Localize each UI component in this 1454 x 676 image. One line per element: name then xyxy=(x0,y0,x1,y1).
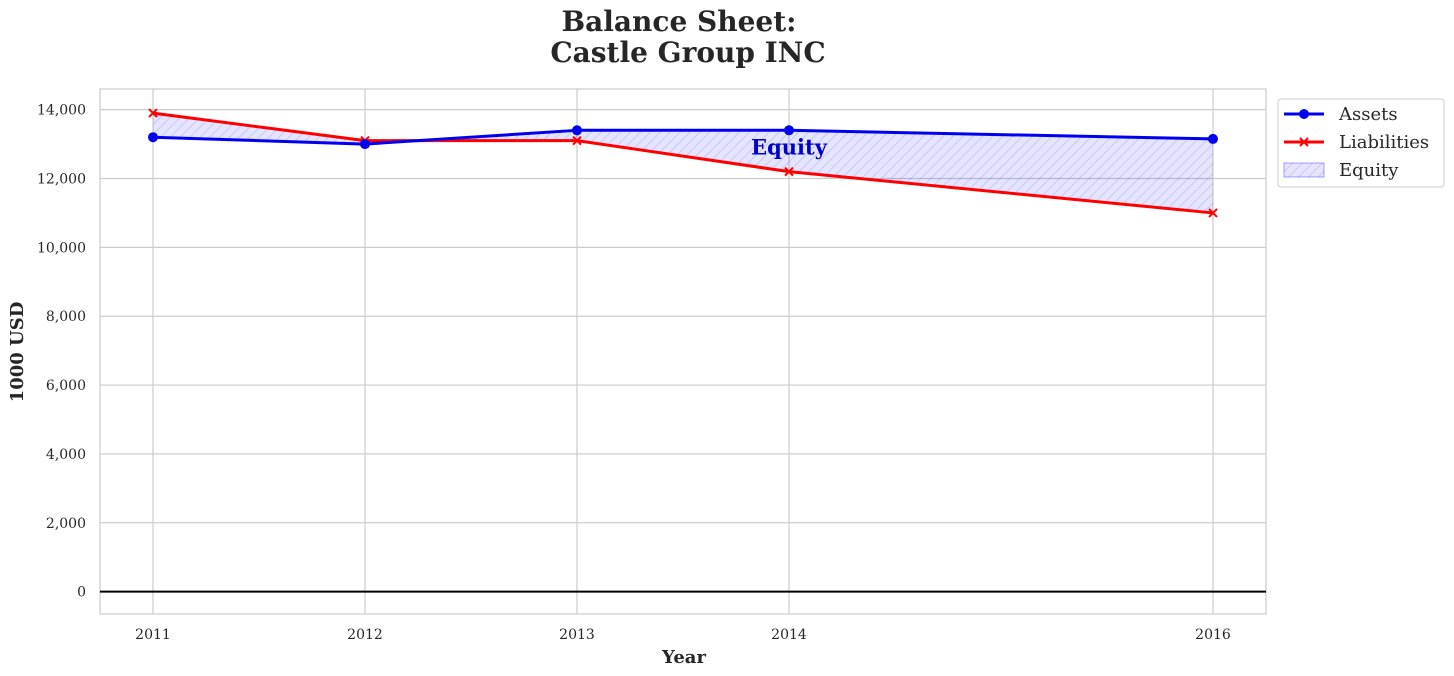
legend-entry-equity: Equity xyxy=(1283,160,1399,181)
y-tick-label: 8,000 xyxy=(46,309,86,325)
liabilities-point xyxy=(572,135,582,146)
plot-area: Equity xyxy=(99,88,1267,615)
series-layer xyxy=(148,108,1218,218)
x-tick-label: 2013 xyxy=(559,627,595,643)
legend-equity-label: Equity xyxy=(1339,160,1399,181)
legend: Assets Liabilities Equity xyxy=(1277,98,1445,188)
y-tick-labels: 0 2,000 4,000 6,000 8,000 10,000 12,000 14,000 xyxy=(37,103,86,601)
legend-liabilities-label: Liabilities xyxy=(1339,132,1429,153)
x-tick-labels: 2011 2012 2013 2014 2016 xyxy=(135,627,1231,643)
y-tick-label: 0 xyxy=(77,585,86,601)
y-tick-label: 6,000 xyxy=(46,378,86,394)
legend-entry-liabilities: Liabilities xyxy=(1284,132,1429,153)
y-tick-label: 12,000 xyxy=(37,172,86,188)
assets-point xyxy=(572,125,582,136)
legend-liabilities-marker xyxy=(1299,137,1309,147)
chart-title-line1: Balance Sheet: xyxy=(561,5,796,38)
liabilities-point xyxy=(148,108,158,118)
assets-point xyxy=(360,139,370,150)
y-tick-label: 14,000 xyxy=(37,103,86,119)
x-tick-label: 2011 xyxy=(135,627,171,643)
legend-equity-swatch xyxy=(1283,162,1325,178)
assets-point xyxy=(148,132,158,143)
assets-point xyxy=(1208,133,1218,144)
chart-title-line2: Castle Group INC xyxy=(550,36,825,69)
y-axis-label: 1000 USD xyxy=(7,302,28,403)
x-tick-label: 2016 xyxy=(1195,627,1231,643)
x-axis-label: Year xyxy=(661,647,706,668)
legend-assets-marker xyxy=(1299,109,1309,119)
x-tick-label: 2014 xyxy=(771,627,807,643)
y-tick-label: 10,000 xyxy=(37,240,86,256)
y-tick-label: 2,000 xyxy=(46,516,86,532)
equity-annotation: Equity xyxy=(751,134,828,159)
x-tick-label: 2012 xyxy=(347,627,383,643)
equity-fill-area xyxy=(153,113,1213,213)
assets-point xyxy=(784,125,794,136)
legend-entry-assets: Assets xyxy=(1284,104,1398,125)
legend-assets-label: Assets xyxy=(1338,104,1398,125)
liabilities-point xyxy=(784,166,794,177)
y-tick-label: 4,000 xyxy=(46,447,86,463)
liabilities-point xyxy=(1208,208,1218,218)
